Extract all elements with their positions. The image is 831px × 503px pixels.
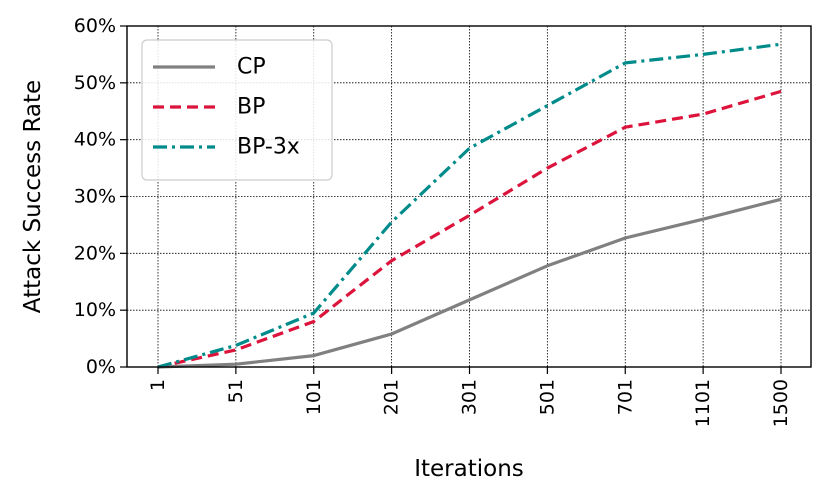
x-axis-label: Iterations — [414, 456, 524, 482]
legend-label: BP — [237, 95, 265, 120]
legend-label: CP — [237, 55, 266, 80]
series-line-bp — [157, 89, 782, 369]
x-tick-label: 301 — [459, 379, 481, 415]
x-tick-label: 701 — [614, 379, 636, 415]
x-tick-label: 1500 — [770, 379, 792, 427]
y-tick-label: 0% — [86, 356, 116, 378]
x-tick-label: 51 — [225, 379, 247, 403]
y-axis-label: Attack Success Rate — [20, 80, 46, 313]
y-tick-label: 10% — [74, 299, 116, 321]
series-line-cp — [157, 197, 782, 369]
series-line-bp-3x — [157, 42, 782, 369]
y-tick-label: 20% — [74, 242, 116, 264]
y-tick-label: 30% — [74, 186, 116, 208]
y-tick-label: 60% — [74, 15, 116, 37]
legend-box — [141, 39, 333, 181]
x-tick-label: 501 — [536, 379, 558, 415]
x-tick-label: 101 — [303, 379, 325, 415]
x-tick-label: 1101 — [692, 379, 714, 427]
x-tick-label: 1 — [147, 379, 169, 391]
legend-label: BP-3x — [237, 135, 300, 160]
legend: CP BP BP-3x — [141, 39, 333, 181]
axis-ticks: 1 51 101 201 301 501 701 1101 1500 0% 10% 20% 30% 40%… — [74, 15, 792, 427]
y-tick-label: 50% — [74, 72, 116, 94]
x-tick-label: 201 — [381, 379, 403, 415]
y-tick-label: 40% — [74, 129, 116, 151]
series-lines — [157, 42, 782, 369]
